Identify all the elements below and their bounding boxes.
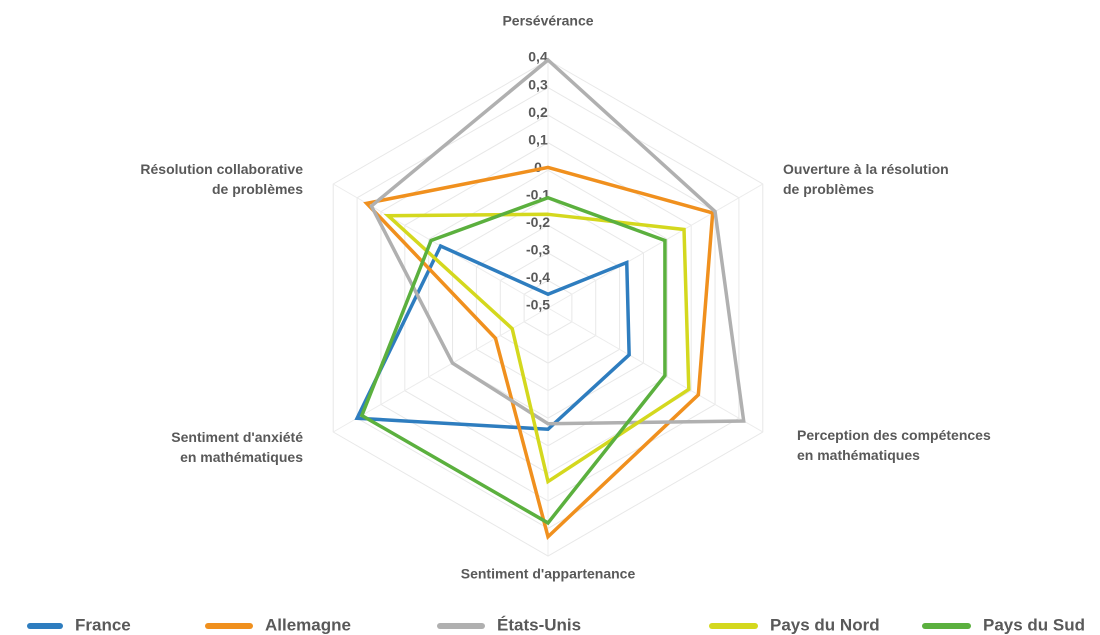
axis-label: Ouverture à la résolution de problèmes xyxy=(783,161,949,197)
legend-label: France xyxy=(75,615,131,634)
tick-label: -0,4 xyxy=(526,269,550,285)
series-line xyxy=(359,195,667,526)
legend-label: Pays du Nord xyxy=(770,615,880,634)
tick-label: -0,2 xyxy=(526,214,550,230)
tick-label: 0,3 xyxy=(528,76,548,92)
spoke xyxy=(547,183,764,309)
axis-label: Résolution collaborative de problèmes xyxy=(140,161,303,197)
legend-label: États-Unis xyxy=(497,615,581,634)
axis-label: Perception des compétences en mathématiqu… xyxy=(797,427,991,463)
legend-label: Pays du Sud xyxy=(983,615,1085,634)
legend-label: Allemagne xyxy=(265,615,351,634)
tick-label: -0,5 xyxy=(526,297,550,313)
tick-label: -0,3 xyxy=(526,242,550,258)
tick-label: 0,2 xyxy=(528,104,548,120)
series-line xyxy=(363,165,715,541)
series-line xyxy=(354,243,631,432)
axis-label: Sentiment d'appartenance xyxy=(461,566,636,582)
axis-label: Sentiment d'anxiété en mathématiques xyxy=(171,429,303,465)
tick-label: 0,1 xyxy=(528,131,548,147)
spoke xyxy=(547,307,764,433)
axis-label: Persévérance xyxy=(502,13,593,29)
series-line xyxy=(383,212,691,485)
tick-label: 0 xyxy=(534,159,542,175)
series-line xyxy=(369,57,746,426)
tick-label: 0,4 xyxy=(528,49,548,65)
